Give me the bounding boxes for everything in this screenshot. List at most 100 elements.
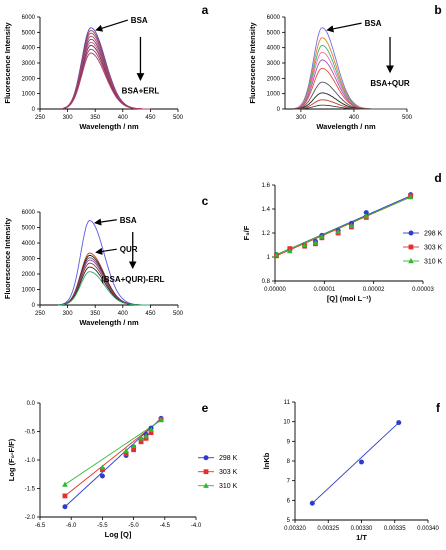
panel-label: a	[202, 3, 209, 17]
data-point	[62, 493, 68, 499]
y-tick-label: 6000	[267, 15, 281, 21]
panel-f-axes: 0.00320 0.00325 0.00330 0.00335 0.00340 5 6 7 8 9…	[262, 400, 441, 542]
fit-line	[64, 419, 162, 485]
x-tick-label: 300	[63, 311, 74, 317]
annotation-label: BSA+QUR	[370, 79, 410, 88]
data-point	[408, 258, 414, 264]
data-point	[312, 239, 319, 245]
annotation-label: (BSA+QUR)-ERL	[101, 275, 164, 284]
legend-entry: 298 K	[219, 455, 238, 462]
y-tick-label: 5000	[22, 30, 36, 36]
y-tick-label: 6	[287, 498, 291, 504]
data-point	[396, 420, 402, 426]
x-tick-label: -6.5	[35, 523, 46, 529]
data-point	[62, 504, 68, 510]
x-tick-label: 450	[145, 311, 156, 317]
data-point	[138, 435, 144, 441]
x-tick-label: 0.00340	[417, 526, 439, 532]
y-tick-label: 1.4	[262, 207, 271, 213]
y-axis-title: F₀/F	[242, 225, 251, 240]
data-point	[408, 230, 414, 236]
panel-c-axes: 250 300 350 400 450 5000100020003000400050006…	[3, 194, 209, 327]
x-tick-label: 500	[402, 115, 413, 121]
data-point	[363, 213, 370, 219]
y-tick-label: 9	[287, 439, 291, 445]
y-tick-label: 3000	[22, 61, 36, 67]
data-point	[123, 447, 129, 454]
data-point	[130, 442, 137, 448]
annotation-arrow	[95, 19, 128, 32]
panel-a-spectra: BSA BSA+ERL	[62, 16, 159, 110]
y-tick-label: 0.8	[262, 279, 271, 285]
y-tick-label: -0.5	[25, 430, 36, 436]
x-tick-label: 400	[118, 311, 129, 317]
y-tick-label: 1000	[22, 288, 36, 294]
legend-entry: 303 K	[219, 469, 238, 476]
data-point	[62, 481, 68, 487]
data-point	[348, 222, 355, 228]
y-tick-label: 0	[32, 303, 36, 309]
x-axis-title: [Q] (mol L⁻¹)	[327, 294, 372, 303]
x-tick-label: -4.5	[160, 523, 171, 529]
y-tick-label: 8	[287, 459, 291, 465]
legend-entry: 303 K	[424, 245, 443, 252]
x-axis-title: Wavelength / nm	[316, 122, 376, 131]
x-tick-label: 400	[349, 115, 360, 121]
data-point	[203, 469, 209, 475]
legend-entry: 298 K	[424, 231, 443, 238]
x-tick-label: 400	[118, 115, 129, 121]
x-tick-label: 300	[63, 115, 74, 121]
x-tick-label: 250	[35, 115, 46, 121]
legend: 298 K 303 K 310 K	[198, 455, 238, 490]
x-tick-label: 500	[173, 115, 184, 121]
panel-label: e	[202, 401, 209, 415]
x-axis-title: 1/T	[356, 533, 367, 542]
x-tick-label: 350	[90, 115, 101, 121]
data-point	[408, 244, 414, 250]
data-point	[203, 482, 209, 488]
y-tick-label: 0	[277, 107, 281, 113]
y-tick-label: 2000	[267, 76, 281, 82]
panel-e-axes: -6.5 -6.0 -5.5 -5.0 -4.5 -4.0 -2.0 -1.5 -1.0 -0.5…	[7, 401, 209, 539]
y-axis-title: Log (F₀-F/F)	[7, 438, 16, 481]
x-tick-label: -4.0	[191, 523, 202, 529]
y-axis-title: Fluorescence Intensity	[3, 217, 12, 299]
y-tick-label: 4000	[22, 241, 36, 247]
x-tick-label: 350	[90, 311, 101, 317]
x-tick-label: -5.0	[128, 523, 139, 529]
y-tick-label: -1.5	[25, 487, 36, 493]
legend-entry: 310 K	[219, 483, 238, 490]
data-point	[309, 500, 315, 506]
y-tick-label: 3000	[267, 61, 281, 67]
data-point	[203, 455, 209, 461]
fit-line	[276, 196, 411, 256]
y-tick-label: -2.0	[25, 515, 36, 521]
annotation-arrow	[94, 218, 117, 226]
x-tick-label: -5.5	[97, 523, 108, 529]
data-point	[158, 417, 164, 423]
x-tick-label: 300	[296, 115, 307, 121]
x-tick-label: 500	[173, 311, 184, 317]
data-point	[143, 433, 149, 439]
annotation-label: BSA	[120, 216, 137, 225]
panel-c-spectra: BSA QUR (BSA+QUR)-ERL	[58, 216, 165, 306]
y-tick-label: -1.0	[25, 458, 36, 464]
x-tick-label: -6.0	[66, 523, 77, 529]
x-tick-label: 0.00335	[384, 526, 406, 532]
data-point	[131, 447, 136, 453]
data-point	[359, 459, 364, 465]
y-tick-label: 5	[287, 518, 291, 524]
data-point	[123, 451, 129, 457]
y-tick-label: 2000	[22, 76, 36, 82]
x-tick-label: 0.00325	[317, 526, 339, 532]
y-axis-title: lnKb	[262, 452, 271, 469]
annotation-label: QUR	[120, 245, 138, 254]
y-tick-label: 11	[284, 400, 291, 406]
data-point	[363, 210, 369, 216]
spectrum-line-8	[58, 271, 150, 306]
spectrum-line-10	[293, 104, 407, 110]
y-tick-label: 1.6	[262, 183, 271, 189]
annotation-arrow	[326, 22, 362, 33]
y-tick-label: 0.0	[27, 401, 36, 407]
panel-b-spectra: BSA BSA+QUR	[292, 19, 410, 110]
